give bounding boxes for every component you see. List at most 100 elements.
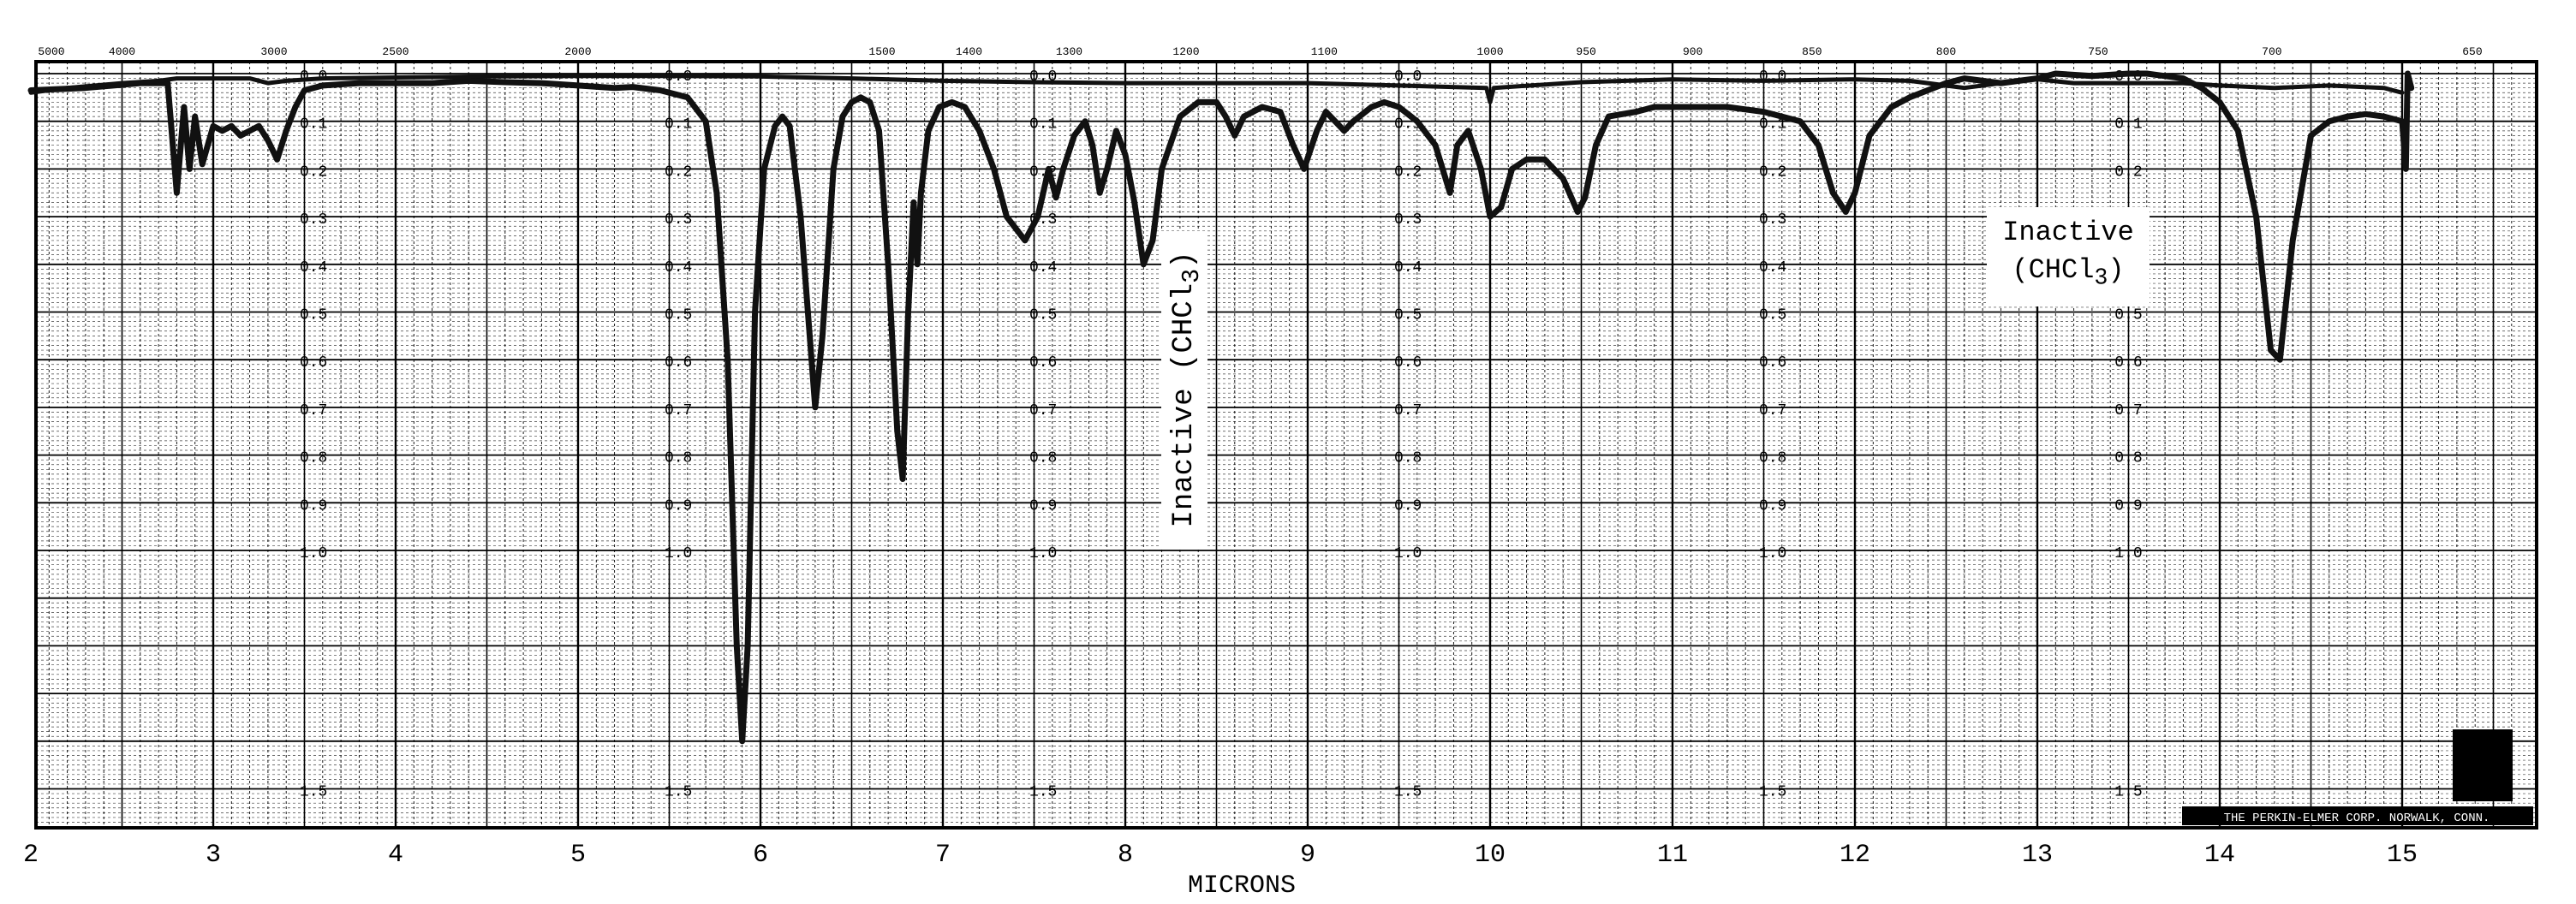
absorbance-tick-label: 0.4 — [1394, 259, 1422, 277]
micron-tick-label: 12 — [1840, 841, 1870, 870]
reference-spectrum-line — [28, 74, 2405, 104]
absorbance-tick-label: 1.5 — [1029, 784, 1057, 801]
footer-bar — [2182, 806, 2533, 825]
absorbance-tick-label: 0.5 — [1029, 307, 1057, 324]
absorbance-tick-label: 0.9 — [300, 497, 327, 514]
absorbance-tick-label: 0.9 — [1394, 497, 1422, 514]
absorbance-tick-label: 1.0 — [1759, 545, 1786, 562]
absorbance-tick-label: 0.6 — [1759, 354, 1786, 372]
absorbance-tick-label: 0.5 — [1394, 307, 1422, 324]
absorbance-tick-label: 0.5 — [2114, 307, 2142, 324]
absorbance-tick-label: 1.0 — [2114, 545, 2142, 562]
absorbance-tick-label: 0.9 — [1029, 497, 1057, 514]
wavenumber-tick-label: 3000 — [260, 45, 287, 58]
x-axis-title: MICRONS — [1188, 871, 1296, 901]
absorbance-tick-label: 0.8 — [665, 450, 692, 467]
spectrum-curves — [27, 70, 2415, 745]
absorbance-tick-label: 0.4 — [300, 259, 327, 277]
micron-tick-label: 8 — [1118, 841, 1133, 870]
absorbance-tick-label: 1.0 — [1394, 545, 1422, 562]
micron-tick-label: 13 — [2022, 841, 2053, 870]
absorbance-tick-label: 0.7 — [1759, 402, 1786, 419]
wavenumber-tick-label: 800 — [1936, 45, 1956, 58]
absorbance-tick-label: 0.3 — [300, 211, 327, 229]
absorbance-tick-label: 0.9 — [1759, 497, 1786, 514]
absorbance-tick-label: 0.6 — [1029, 354, 1057, 372]
micron-tick-label: 2 — [23, 841, 39, 870]
micron-tick-label: 5 — [570, 841, 586, 870]
wavenumber-tick-label: 750 — [2088, 45, 2108, 58]
absorbance-tick-label: 0.6 — [1394, 354, 1422, 372]
annotation-horizontal-label: Inactive — [2002, 217, 2134, 248]
corner-tab — [2453, 729, 2513, 801]
wavenumber-tick-label: 4000 — [109, 45, 135, 58]
absorbance-tick-label: 0.8 — [1759, 450, 1786, 467]
footer-credit: THE PERKIN-ELMER CORP. NORWALK, CONN. — [2224, 812, 2490, 825]
absorbance-tick-label: 0.8 — [1394, 450, 1422, 467]
micron-tick-label: 11 — [1657, 841, 1688, 870]
absorbance-tick-label: 0.9 — [665, 497, 692, 514]
micron-tick-label: 6 — [753, 841, 768, 870]
absorbance-tick-label: 0.7 — [300, 402, 327, 419]
annotation-vertical-subscript: 3 — [1177, 268, 1206, 283]
wavenumber-tick-label: 650 — [2462, 45, 2482, 58]
micron-tick-label: 3 — [206, 841, 221, 870]
wavenumber-tick-label: 850 — [1802, 45, 1822, 58]
absorbance-tick-label: 0.5 — [665, 307, 692, 324]
micron-tick-label: 15 — [2387, 841, 2418, 870]
wavenumber-tick-label: 1100 — [1311, 45, 1338, 58]
micron-tick-labels: 2 3 4 5 6 7 8 9 10 11 12 13 14 15 — [23, 841, 2418, 870]
annotation-horizontal-subscript: 3 — [2094, 265, 2108, 292]
wavenumber-tick-label: 5000 — [38, 45, 64, 58]
micron-tick-label: 14 — [2204, 841, 2235, 870]
absorbance-tick-label: 1.5 — [665, 784, 692, 801]
wavenumber-tick-label: 1300 — [1056, 45, 1082, 58]
annotation-vertical-label: Inactive — [1168, 388, 1201, 528]
wavenumber-tick-label: 2000 — [564, 45, 591, 58]
wavenumber-tick-label: 1200 — [1172, 45, 1199, 58]
absorbance-tick-label: 0.5 — [300, 307, 327, 324]
annotation-horizontal-inactive: Inactive (CHCl3) — [1987, 207, 2150, 306]
wavenumber-tick-label: 1500 — [868, 45, 895, 58]
absorbance-tick-label: 0.8 — [1029, 450, 1057, 467]
plot-border — [34, 60, 2538, 830]
wavenumber-tick-label: 700 — [2262, 45, 2281, 58]
absorbance-tick-label: 0.2 — [1759, 164, 1786, 181]
absorbance-tick-label: 0.4 — [665, 259, 692, 277]
absorbance-tick-label: 0.1 — [1029, 116, 1057, 134]
sample-spectrum-line — [27, 70, 2415, 745]
absorbance-tick-label: 1.0 — [300, 545, 327, 562]
absorbance-tick-label: 0.1 — [2114, 116, 2142, 134]
absorbance-tick-label: 0.1 — [665, 116, 692, 134]
absorbance-tick-label: 0.7 — [1029, 402, 1057, 419]
annotation-horizontal-formula: CHCl — [2028, 254, 2095, 286]
absorbance-tick-label: 0.6 — [2114, 354, 2142, 372]
absorbance-tick-label: 1.5 — [300, 784, 327, 801]
wavenumber-tick-label: 1400 — [956, 45, 982, 58]
absorbance-tick-label: 0.4 — [1029, 259, 1057, 277]
micron-tick-label: 9 — [1300, 841, 1315, 870]
absorbance-tick-label: 0.3 — [1394, 211, 1422, 229]
absorbance-tick-label: 0.5 — [1759, 307, 1786, 324]
absorbance-tick-label: 0.2 — [300, 164, 327, 181]
wavenumber-tick-label: 950 — [1576, 45, 1595, 58]
absorbance-tick-label: 0.3 — [665, 211, 692, 229]
absorbance-tick-label: 1.0 — [1029, 545, 1057, 562]
absorbance-tick-label: 1.5 — [2114, 784, 2142, 801]
annotation-vertical-inactive: Inactive (CHCl3) — [1161, 231, 1208, 548]
absorbance-tick-label: 0.6 — [300, 354, 327, 372]
wavenumber-tick-label: 1000 — [1476, 45, 1503, 58]
wavenumber-tick-label: 2500 — [382, 45, 408, 58]
annotation-vertical-formula: CHCl — [1168, 282, 1201, 354]
absorbance-tick-label: 0.2 — [2114, 164, 2142, 181]
absorbance-tick-label: 0.6 — [665, 354, 692, 372]
absorbance-tick-label: 0.0 — [1394, 68, 1422, 86]
absorbance-tick-label: 0.7 — [665, 402, 692, 419]
absorbance-tick-label: 0.8 — [2114, 450, 2142, 467]
absorbance-tick-label: 0.3 — [1759, 211, 1786, 229]
absorbance-tick-label: 0.4 — [1759, 259, 1786, 277]
absorbance-tick-label: 0.7 — [1394, 402, 1422, 419]
annotation-horizontal-formula-line: (CHCl3) — [2012, 254, 2125, 292]
micron-tick-label: 10 — [1475, 841, 1506, 870]
